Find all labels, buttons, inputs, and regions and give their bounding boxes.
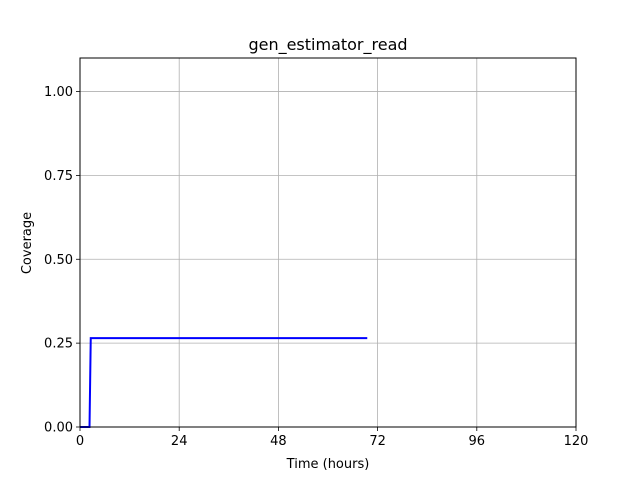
series-line bbox=[80, 337, 368, 428]
y-tick-label: 0.50 bbox=[44, 253, 73, 268]
y-axis: 0.00 0.25 0.50 0.75 1.00 bbox=[44, 85, 80, 436]
grid bbox=[79, 58, 577, 428]
y-tick-label: 0.75 bbox=[44, 169, 73, 184]
x-tick-label: 120 bbox=[564, 434, 589, 449]
y-tick-label: 1.00 bbox=[44, 85, 73, 100]
series-layer bbox=[80, 337, 368, 428]
x-tick-label: 24 bbox=[171, 434, 188, 449]
plot-frame bbox=[79, 57, 577, 428]
x-tick-label: 48 bbox=[270, 434, 287, 449]
x-tick-label: 72 bbox=[369, 434, 386, 449]
x-axis-label: Time (hours) bbox=[286, 457, 370, 472]
x-tick-label: 0 bbox=[76, 434, 84, 449]
x-tick-label: 96 bbox=[469, 434, 486, 449]
y-tick-label: 0.00 bbox=[44, 421, 73, 436]
chart-title: gen_estimator_read bbox=[248, 35, 407, 55]
y-axis-label: Coverage bbox=[20, 212, 35, 274]
x-axis: 0 24 48 72 96 120 bbox=[76, 427, 589, 449]
y-tick-label: 0.25 bbox=[44, 337, 73, 352]
